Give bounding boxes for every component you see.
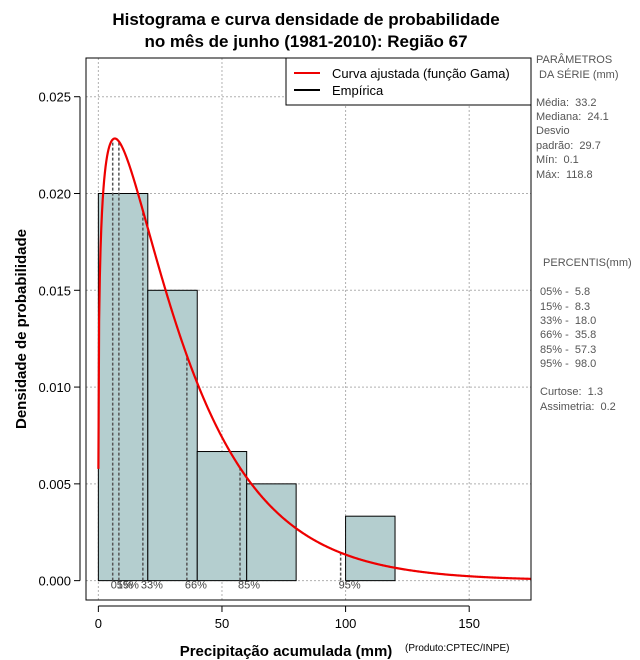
x-tick-label-0: 0	[95, 616, 102, 631]
legend-label-empirical: Empírica	[332, 83, 384, 98]
y-tick-label-0: 0.000	[38, 574, 71, 589]
chart-title-line-1: Histograma e curva densidade de probabil…	[112, 10, 499, 29]
percentile-label-85%: 85%	[238, 580, 260, 592]
params-heading-1: PARÂMETROS	[536, 53, 612, 66]
percentile-label-15%: 15%	[117, 580, 139, 592]
legend-label-curve: Curva ajustada (função Gama)	[332, 66, 510, 81]
histogram-bar-1	[147, 289, 198, 582]
x-tick-label-50: 50	[215, 616, 229, 631]
percentile-lines: 05%15% 33% 66% 85% 95%	[111, 139, 361, 592]
assimetria: Assimetria: 0.2	[540, 401, 616, 413]
percentile-label-95%: 95%	[339, 580, 361, 592]
histogram-bars	[97, 193, 396, 582]
percentile-label-05%: 05%	[111, 580, 133, 592]
percentil-33: 33% - 18.0	[540, 315, 596, 327]
legend: Curva ajustada (função Gama) Empírica	[285, 57, 532, 106]
param-min: Mín: 0.1	[536, 154, 579, 166]
legend-box	[285, 57, 532, 106]
percentil-95: 95% - 98.0	[540, 358, 596, 370]
percentile-label-33%: 33%	[141, 580, 163, 592]
histogram-bar-2	[196, 451, 248, 582]
percentile-label-66%: 66%	[185, 580, 207, 592]
y-axis-title: Densidade de probabilidade	[13, 229, 30, 429]
x-tick-label-100: 100	[335, 616, 357, 631]
param-max: Máx: 118.8	[536, 169, 593, 181]
chart-title-line-2: no mês de junho (1981-2010): Região 67	[144, 32, 467, 51]
histogram-bar-0	[97, 193, 149, 582]
param-stdev-2: padrão: 29.7	[536, 140, 601, 152]
y-tick-label-5: 0.025	[38, 90, 71, 105]
gamma-curve	[97, 137, 532, 580]
percentis-heading: PERCENTIS(mm)	[540, 257, 632, 269]
y-tick-label-2: 0.010	[38, 380, 71, 395]
percentil-15: 15% - 8.3	[540, 301, 590, 313]
gamma-curve-group	[97, 137, 532, 580]
x-tick-label-150: 150	[458, 616, 480, 631]
param-stdev-1: Desvio	[536, 125, 570, 137]
percentil-05: 05% - 5.8	[540, 286, 590, 298]
axes: 0 50 100 150 0.000 0.005 0.010 0.015 0.020 0.025	[38, 90, 480, 631]
y-tick-label-1: 0.005	[38, 477, 71, 492]
params-heading-2: DA SÉRIE (mm)	[536, 68, 619, 81]
x-axis-title: Precipitação acumulada (mm)	[180, 643, 393, 660]
x-axis-credit: (Produto:CPTEC/INPE)	[405, 643, 509, 654]
curtose: Curtose: 1.3	[540, 386, 603, 398]
param-median: Mediana: 24.1	[536, 111, 609, 123]
histogram-bar-3	[246, 483, 297, 582]
y-tick-label-4: 0.020	[38, 187, 71, 202]
y-tick-label-3: 0.015	[38, 283, 71, 298]
histogram-bar-5	[345, 515, 396, 582]
param-mean: Média: 33.2	[536, 97, 597, 109]
percentil-85: 85% - 57.3	[540, 344, 596, 356]
percentil-66: 66% - 35.8	[540, 329, 596, 341]
side-panel: PARÂMETROS DA SÉRIE (mm) Média: 33.2 Med…	[536, 53, 632, 413]
